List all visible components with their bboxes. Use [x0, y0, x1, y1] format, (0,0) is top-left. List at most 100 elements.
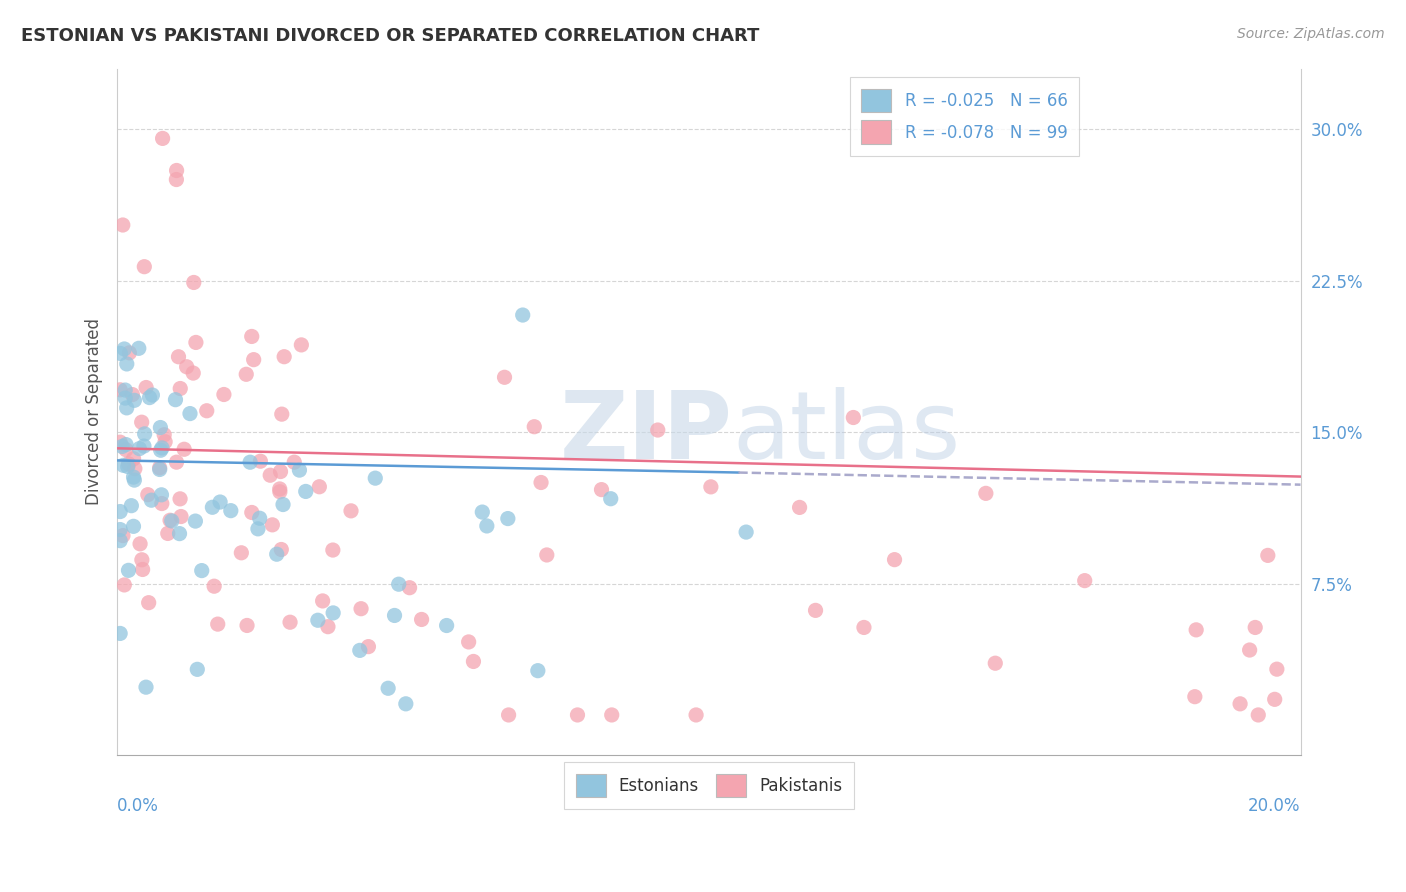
Point	[114, 383, 136, 397]
Point	[240, 329, 263, 343]
Point	[135, 680, 157, 694]
Point	[308, 480, 330, 494]
Point	[128, 341, 150, 355]
Point	[235, 368, 257, 382]
Point	[377, 681, 399, 696]
Point	[207, 617, 229, 632]
Point	[735, 525, 758, 540]
Point	[167, 350, 190, 364]
Point	[388, 577, 411, 591]
Point	[1185, 623, 1208, 637]
Point	[201, 500, 224, 515]
Point	[789, 500, 811, 515]
Point	[117, 459, 139, 474]
Point	[270, 542, 292, 557]
Point	[169, 526, 191, 541]
Point	[364, 471, 387, 485]
Point	[288, 463, 311, 477]
Point	[527, 664, 550, 678]
Point	[112, 342, 135, 356]
Point	[1257, 549, 1279, 563]
Point	[852, 620, 875, 634]
Point	[512, 308, 534, 322]
Point	[395, 697, 418, 711]
Point	[1073, 574, 1095, 588]
Point	[974, 486, 997, 500]
Point	[149, 443, 172, 458]
Point	[316, 620, 339, 634]
Point	[115, 442, 138, 457]
Point	[567, 708, 589, 723]
Point	[131, 415, 153, 429]
Text: atlas: atlas	[733, 386, 960, 478]
Point	[121, 387, 143, 401]
Point	[111, 440, 134, 454]
Point	[122, 519, 145, 533]
Point	[153, 427, 176, 442]
Point	[131, 562, 153, 576]
Point	[136, 488, 159, 502]
Point	[270, 407, 292, 421]
Point	[259, 468, 281, 483]
Point	[152, 131, 174, 145]
Point	[181, 366, 204, 380]
Point	[311, 594, 333, 608]
Point	[118, 346, 141, 360]
Legend: Estonians, Pakistanis: Estonians, Pakistanis	[564, 762, 853, 809]
Point	[322, 543, 344, 558]
Point	[112, 578, 135, 592]
Point	[124, 461, 146, 475]
Point	[108, 383, 131, 397]
Point	[112, 458, 135, 473]
Point	[149, 460, 172, 475]
Point	[111, 218, 134, 232]
Point	[647, 423, 669, 437]
Point	[496, 511, 519, 525]
Point	[494, 370, 516, 384]
Point	[138, 391, 160, 405]
Point	[685, 708, 707, 723]
Point	[804, 603, 827, 617]
Point	[294, 484, 316, 499]
Point	[141, 493, 163, 508]
Point	[246, 522, 269, 536]
Point	[134, 426, 156, 441]
Point	[600, 708, 623, 723]
Point	[150, 497, 173, 511]
Point	[165, 172, 187, 186]
Point	[239, 455, 262, 469]
Point	[212, 387, 235, 401]
Point	[184, 514, 207, 528]
Point	[115, 401, 138, 415]
Point	[173, 442, 195, 457]
Point	[124, 473, 146, 487]
Text: 20.0%: 20.0%	[1249, 797, 1301, 814]
Point	[242, 352, 264, 367]
Point	[1184, 690, 1206, 704]
Point	[599, 491, 621, 506]
Point	[128, 442, 150, 456]
Point	[132, 439, 155, 453]
Point	[186, 662, 208, 676]
Point	[115, 357, 138, 371]
Point	[266, 547, 288, 561]
Point	[1265, 662, 1288, 676]
Point	[350, 601, 373, 615]
Point	[166, 455, 188, 469]
Point	[249, 454, 271, 468]
Point	[384, 608, 406, 623]
Point	[398, 581, 420, 595]
Point	[153, 434, 176, 449]
Point	[149, 462, 172, 476]
Text: Source: ZipAtlas.com: Source: ZipAtlas.com	[1237, 27, 1385, 41]
Point	[108, 533, 131, 548]
Point	[108, 504, 131, 518]
Point	[1244, 620, 1267, 634]
Point	[270, 465, 292, 479]
Point	[141, 388, 163, 402]
Point	[357, 640, 380, 654]
Point	[138, 596, 160, 610]
Point	[117, 457, 139, 471]
Point	[159, 513, 181, 527]
Point	[120, 499, 142, 513]
